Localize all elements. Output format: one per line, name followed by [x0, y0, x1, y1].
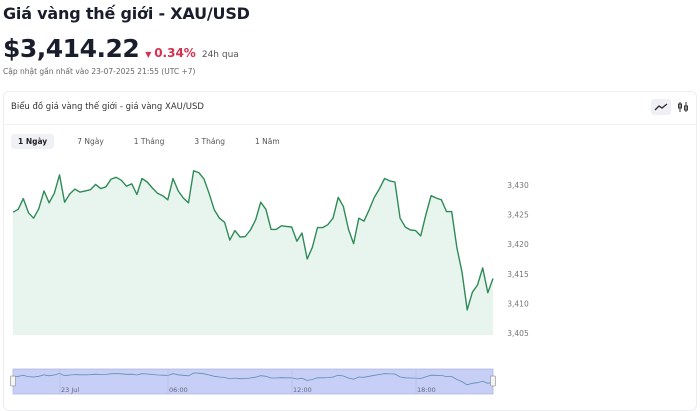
y-tick-label: 3,415	[507, 270, 529, 279]
y-tick-label: 3,420	[507, 240, 529, 249]
navigator-handle-right[interactable]	[491, 376, 496, 386]
navigator-label: 23 Jul	[61, 386, 79, 394]
navigator-label: 18:00	[417, 386, 436, 394]
y-tick-label: 3,425	[507, 211, 529, 220]
y-tick-label: 3,410	[507, 299, 529, 308]
navigator-label: 06:00	[169, 386, 188, 394]
navigator-handle-left[interactable]	[11, 376, 16, 386]
navigator-label: 12:00	[293, 386, 312, 394]
y-tick-label: 3,430	[507, 181, 529, 190]
price-chart: 3,430 3,425 3,420 3,415 3,410 3,405 23 Jul 06:0…	[0, 0, 700, 400]
area-fill	[13, 171, 493, 335]
y-tick-label: 3,405	[507, 329, 529, 338]
